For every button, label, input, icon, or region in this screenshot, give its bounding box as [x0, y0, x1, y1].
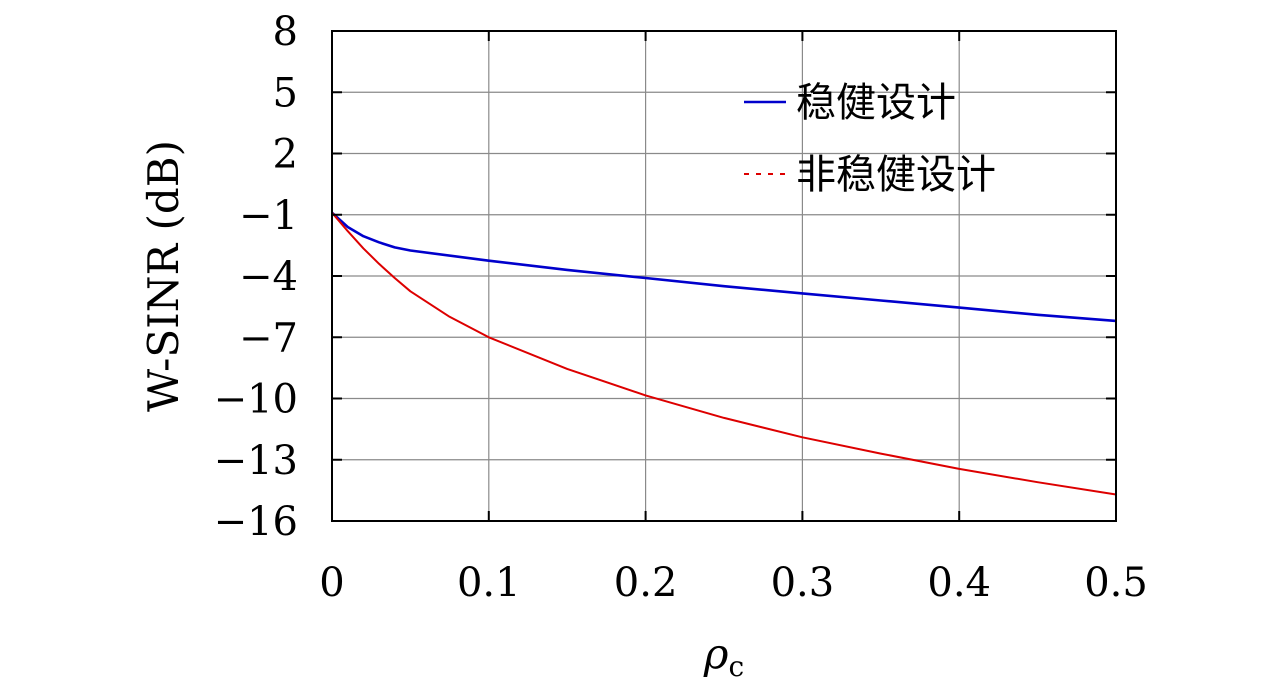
- y-axis-label: W-SINR (dB): [139, 140, 188, 412]
- grid-lines: [332, 31, 1116, 521]
- x-tick-label: 0.5: [1084, 560, 1148, 606]
- x-tick-label: 0.3: [771, 560, 835, 606]
- x-axis-label-main: ρ: [703, 629, 729, 678]
- legend: 稳健设计 非稳健设计: [744, 80, 996, 198]
- series-lines: [331, 211, 1117, 496]
- y-tick-labels: 8 5 2 −1 −4 −7 −10 −13 −16: [214, 9, 298, 545]
- series-line-robust: [331, 211, 1117, 323]
- y-tick-label: −7: [239, 315, 298, 361]
- y-tick-label: −10: [214, 377, 298, 423]
- x-tick-label: 0.2: [614, 560, 678, 606]
- x-tick-label: 0.1: [457, 560, 521, 606]
- series-line-nonrobust: [331, 212, 1117, 496]
- tick-marks: [331, 30, 1117, 522]
- x-tick-labels: 0 0.1 0.2 0.3 0.4 0.5: [319, 560, 1148, 606]
- y-tick-label: −4: [239, 254, 298, 300]
- y-tick-label: −1: [239, 193, 298, 239]
- legend-label-robust: 稳健设计: [796, 80, 956, 126]
- y-tick-label: 2: [273, 132, 298, 178]
- x-axis-label: ρc: [703, 629, 744, 683]
- x-axis-label-subscript: c: [729, 650, 745, 683]
- x-tick-label: 0: [319, 560, 344, 606]
- legend-label-nonrobust: 非稳健设计: [796, 152, 996, 198]
- y-tick-label: 8: [273, 9, 298, 55]
- y-tick-label: −13: [214, 438, 298, 484]
- y-tick-label: 5: [273, 70, 298, 116]
- x-tick-label: 0.4: [927, 560, 991, 606]
- y-tick-label: −16: [214, 499, 298, 545]
